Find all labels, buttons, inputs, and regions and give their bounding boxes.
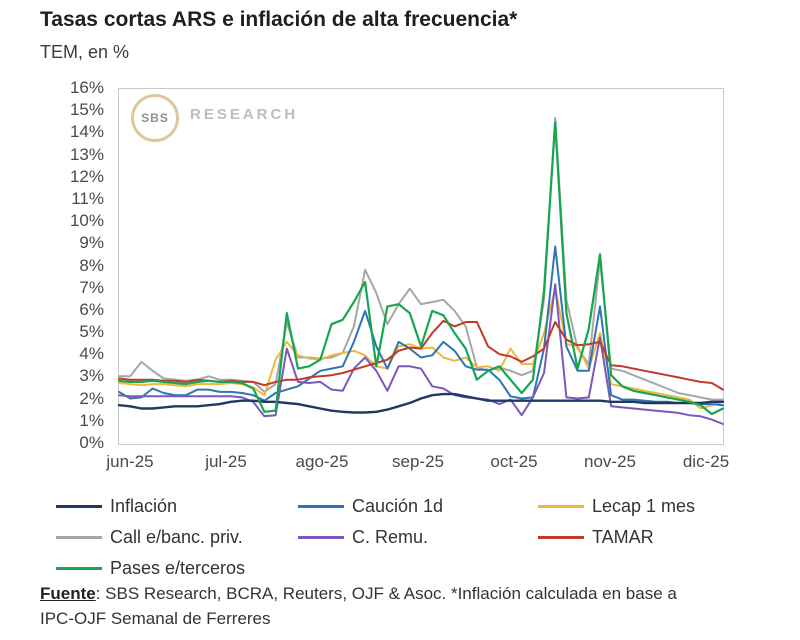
legend-swatch-lecap-1-mes	[538, 504, 584, 508]
plot-area	[117, 88, 725, 445]
y-axis-tick-label: 12%	[69, 166, 104, 186]
legend-label-inflacion: Inflación	[110, 495, 178, 516]
y-axis-tick-label: 13%	[69, 144, 104, 164]
x-axis-tick-label: jul-25	[205, 452, 247, 471]
source-text-line1: : SBS Research, BCRA, Reuters, OJF & Aso…	[95, 584, 677, 603]
legend-item-pases-terceros: Pases e/terceros	[56, 556, 298, 580]
legend-item-inflacion: Inflación	[56, 494, 298, 518]
x-axis-tick-label: ago-25	[295, 452, 349, 471]
y-axis-tick-label: 16%	[69, 78, 104, 97]
legend-label-pases-terceros: Pases e/terceros	[110, 557, 246, 578]
series-line-call-banc-priv	[118, 116, 724, 401]
x-axis-tick-label: nov-25	[584, 452, 636, 471]
chart-legend: Inflación Caución 1d Lecap 1 mes Call e/…	[56, 494, 766, 580]
series-line-pases-terceros	[117, 121, 725, 416]
research-watermark: RESEARCH	[190, 106, 299, 123]
chart-title: Tasas cortas ARS e inflación de alta fre…	[40, 8, 518, 31]
legend-label-c-remu: C. Remu.	[352, 526, 429, 547]
y-axis-tick-label: 4%	[79, 344, 104, 364]
y-axis-tick-label: 5%	[79, 322, 104, 342]
legend-label-call-banc-priv: Call e/banc. priv.	[110, 526, 243, 547]
y-axis-tick-label: 10%	[69, 211, 104, 231]
series-line-caucion-1d	[118, 245, 724, 407]
legend-item-lecap-1-mes: Lecap 1 mes	[538, 494, 766, 518]
y-axis-tick-label: 9%	[79, 233, 104, 253]
chart-subtitle: TEM, en %	[40, 42, 130, 62]
x-axis-tick-label: dic-25	[682, 452, 730, 471]
y-axis-tick-label: 6%	[79, 299, 104, 319]
sbs-logo-text: SBS	[141, 111, 169, 125]
legend-item-call-banc-priv: Call e/banc. priv.	[56, 525, 298, 549]
y-axis-tick-label: 7%	[79, 277, 104, 297]
y-axis-tick-label: 15%	[69, 100, 104, 120]
legend-swatch-caucion-1d	[298, 504, 344, 508]
series-line-c-remu	[118, 283, 724, 425]
source-label: Fuente	[40, 584, 96, 603]
source-text-line2: IPC-OJF Semanal de Ferreres	[40, 608, 271, 628]
y-axis-tick-label: 3%	[79, 366, 104, 386]
legend-swatch-call-banc-priv	[56, 535, 102, 539]
plot-svg	[117, 116, 725, 425]
legend-swatch-tamar	[538, 535, 584, 539]
legend-swatch-pases-terceros	[56, 566, 102, 570]
legend-swatch-inflacion	[56, 504, 102, 508]
y-axis-tick-label: 1%	[79, 410, 104, 430]
series-line-inflacion	[117, 392, 725, 414]
y-axis-tick-label: 14%	[69, 122, 104, 142]
y-axis-tick-label: 2%	[79, 388, 104, 408]
legend-label-tamar: TAMAR	[592, 526, 654, 547]
sbs-logo-icon: SBS	[131, 94, 179, 142]
series-line-tamar	[118, 319, 724, 391]
x-axis-tick-label: oct-25	[490, 452, 538, 471]
x-axis-tick-label: jun-25	[106, 452, 154, 471]
y-axis-tick-label: 0%	[79, 433, 104, 452]
y-axis-tick-label: 11%	[71, 188, 104, 208]
legend-item-tamar: TAMAR	[538, 525, 766, 549]
legend-label-lecap-1-mes: Lecap 1 mes	[592, 495, 696, 516]
y-axis-tick-label: 8%	[79, 255, 104, 275]
legend-swatch-c-remu	[298, 535, 344, 539]
legend-item-c-remu: C. Remu.	[298, 525, 538, 549]
legend-item-caucion-1d: Caución 1d	[298, 494, 538, 518]
legend-label-caucion-1d: Caución 1d	[352, 495, 444, 516]
x-axis-tick-label: sep-25	[392, 452, 444, 471]
source-note: Fuente: SBS Research, BCRA, Reuters, OJF…	[40, 582, 800, 631]
